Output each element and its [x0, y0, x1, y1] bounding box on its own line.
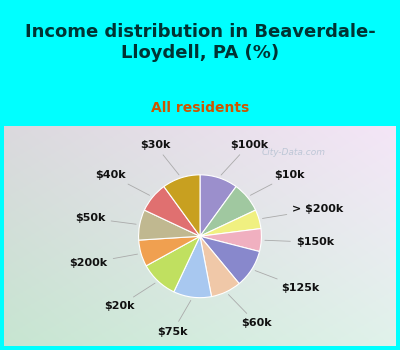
Wedge shape — [164, 175, 200, 236]
Wedge shape — [200, 187, 256, 236]
Text: $10k: $10k — [250, 170, 304, 195]
Wedge shape — [200, 175, 236, 236]
Text: $30k: $30k — [140, 140, 179, 175]
Text: $75k: $75k — [158, 300, 191, 337]
Wedge shape — [146, 236, 200, 292]
Text: Income distribution in Beaverdale-
Lloydell, PA (%): Income distribution in Beaverdale- Lloyd… — [25, 23, 375, 62]
Wedge shape — [139, 236, 200, 266]
Wedge shape — [144, 187, 200, 236]
Text: > $200k: > $200k — [262, 204, 344, 218]
Wedge shape — [200, 210, 261, 236]
Wedge shape — [200, 236, 260, 284]
Wedge shape — [138, 210, 200, 240]
Text: $50k: $50k — [75, 213, 136, 224]
Text: $60k: $60k — [228, 295, 272, 328]
Wedge shape — [174, 236, 212, 298]
Text: $200k: $200k — [70, 254, 138, 268]
Text: All residents: All residents — [151, 101, 249, 115]
Text: City-Data.com: City-Data.com — [262, 148, 326, 157]
Text: $150k: $150k — [265, 237, 334, 247]
Text: $40k: $40k — [95, 170, 150, 195]
Text: $100k: $100k — [221, 140, 268, 175]
Wedge shape — [200, 236, 239, 296]
Text: $125k: $125k — [255, 271, 319, 293]
Wedge shape — [200, 229, 262, 252]
Text: $20k: $20k — [104, 283, 155, 311]
